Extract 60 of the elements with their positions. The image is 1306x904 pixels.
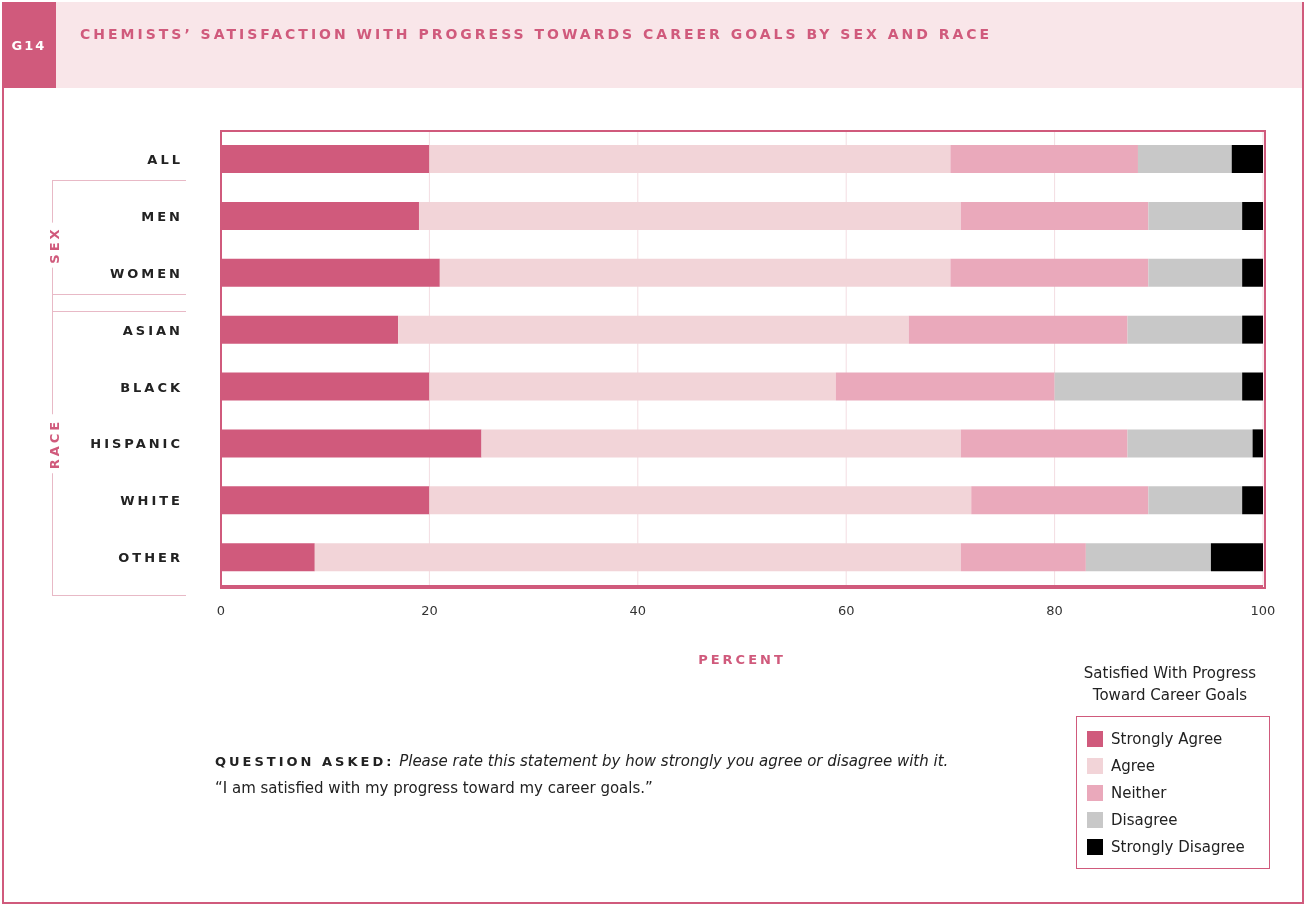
legend-label: Neither [1110, 782, 1168, 804]
bar [960, 429, 1128, 458]
x-axis-title: PERCENT [698, 652, 786, 667]
bar [221, 258, 440, 287]
bar [221, 201, 419, 230]
bar [1242, 315, 1263, 344]
text: G14 [2, 2, 56, 88]
bar [221, 145, 430, 173]
bar [1127, 429, 1253, 458]
y-tick-label: MEN [141, 208, 183, 224]
bar [1242, 258, 1263, 287]
bar [221, 543, 315, 572]
bar [1242, 486, 1263, 515]
bar [221, 429, 482, 458]
bar [1148, 201, 1243, 230]
bar [1210, 543, 1263, 572]
y-tick-label: BLACK [120, 379, 183, 395]
x-tick-label: 60 [837, 603, 855, 619]
bar [835, 372, 1055, 401]
bar [971, 486, 1149, 515]
bar [908, 315, 1128, 344]
y-tick-label: ASIAN [122, 322, 183, 338]
x-tick-label: 80 [1046, 603, 1063, 619]
x-tick-label: 100 [1250, 603, 1276, 619]
bar [1242, 201, 1263, 230]
x-tick-label: 20 [421, 603, 438, 619]
bar [1148, 486, 1243, 515]
bar [950, 258, 1149, 287]
text: “I am satisfied with my progress toward my career goals.” [215, 779, 653, 797]
bar [1137, 145, 1232, 173]
bar [1127, 315, 1243, 344]
bar [221, 315, 399, 344]
y-tick-label: WOMEN [109, 265, 183, 281]
bar [960, 543, 1086, 572]
legend-label: Strongly Disagree [1110, 836, 1246, 858]
bar [1054, 372, 1243, 401]
y-tick-label: WHITE [120, 493, 183, 509]
bar [1242, 372, 1263, 401]
text: QUESTION ASKED: [215, 754, 395, 769]
legend-label: Disagree [1110, 809, 1179, 831]
y-tick-label: OTHER [118, 550, 183, 566]
chart-title: CHEMISTS’ SATISFACTION WITH PROGRESS TOWARDS CAREER GOALS BY SEX AND RACE [80, 26, 993, 42]
bar [950, 145, 1138, 173]
bar [1148, 258, 1243, 287]
legend-label: Agree [1110, 755, 1157, 777]
x-tick-label: 40 [629, 603, 647, 619]
text: Please rate this statement by how strongly you agree or disagree with it. [399, 752, 949, 770]
bar [1231, 145, 1263, 173]
bar [1085, 543, 1211, 572]
x-tick-label: 0 [216, 603, 226, 619]
text: RACE [46, 414, 62, 474]
bar [1252, 429, 1263, 458]
y-tick-label: HISPANIC [90, 436, 183, 452]
bar [221, 372, 430, 401]
bar [221, 486, 430, 515]
bar [960, 201, 1149, 230]
legend-label: Strongly Agree [1110, 728, 1224, 750]
y-tick-label: ALL [147, 152, 183, 168]
legend-title: Satisfied With Progress Toward Career Goals [1082, 663, 1258, 706]
text: SEX [46, 222, 62, 268]
